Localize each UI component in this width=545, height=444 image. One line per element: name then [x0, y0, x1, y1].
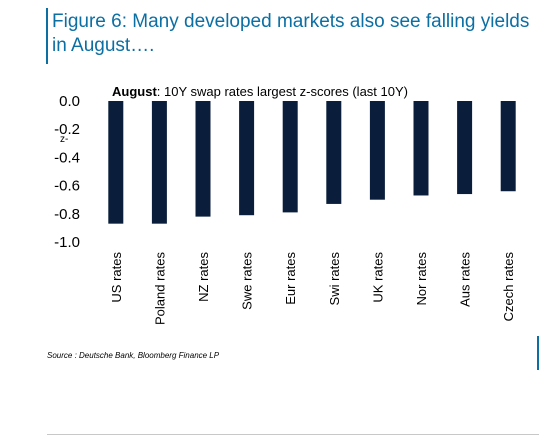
x-tick-label: Czech rates — [501, 252, 516, 322]
chart-title: August: 10Y swap rates largest z-scores … — [112, 84, 408, 99]
x-tick-label: UK rates — [370, 252, 385, 303]
chart-title-rest: : 10Y swap rates largest z-scores (last … — [157, 84, 408, 99]
y-tick-label: -0.8 — [54, 206, 80, 223]
y-tick-label: -0.4 — [54, 149, 80, 166]
bottom-divider — [47, 434, 539, 435]
bar — [108, 101, 124, 224]
figure-title: Figure 6: Many developed markets also se… — [52, 11, 530, 56]
title-accent-bar — [46, 8, 48, 64]
x-tick-label: Poland rates — [152, 252, 167, 325]
bar — [326, 101, 342, 204]
y-tick-label: -0.6 — [54, 178, 80, 195]
bar — [413, 101, 429, 196]
bar — [282, 101, 298, 213]
x-tick-label: Aus rates — [458, 252, 473, 307]
x-tick-label: Swi rates — [327, 252, 342, 306]
y-axis-label: z- — [60, 134, 68, 145]
y-tick-label: -0.2 — [54, 121, 80, 138]
bar — [151, 101, 167, 224]
source-note: Source : Deutsche Bank, Bloomberg Financ… — [47, 351, 220, 360]
x-tick-label: Swe rates — [240, 252, 255, 310]
bar — [239, 101, 255, 216]
x-tick-label: US rates — [109, 252, 124, 303]
right-accent-rule — [537, 336, 539, 370]
y-tick-label: 0.0 — [59, 93, 80, 110]
x-tick-label: Nor rates — [414, 252, 429, 306]
bar — [369, 101, 385, 200]
bar — [500, 101, 516, 192]
bar — [195, 101, 211, 217]
bar — [457, 101, 473, 195]
chart-title-bold: August — [112, 84, 157, 99]
x-tick-label: Eur rates — [283, 252, 298, 305]
y-tick-label: -1.0 — [54, 234, 80, 251]
x-tick-label: NZ rates — [196, 252, 211, 302]
